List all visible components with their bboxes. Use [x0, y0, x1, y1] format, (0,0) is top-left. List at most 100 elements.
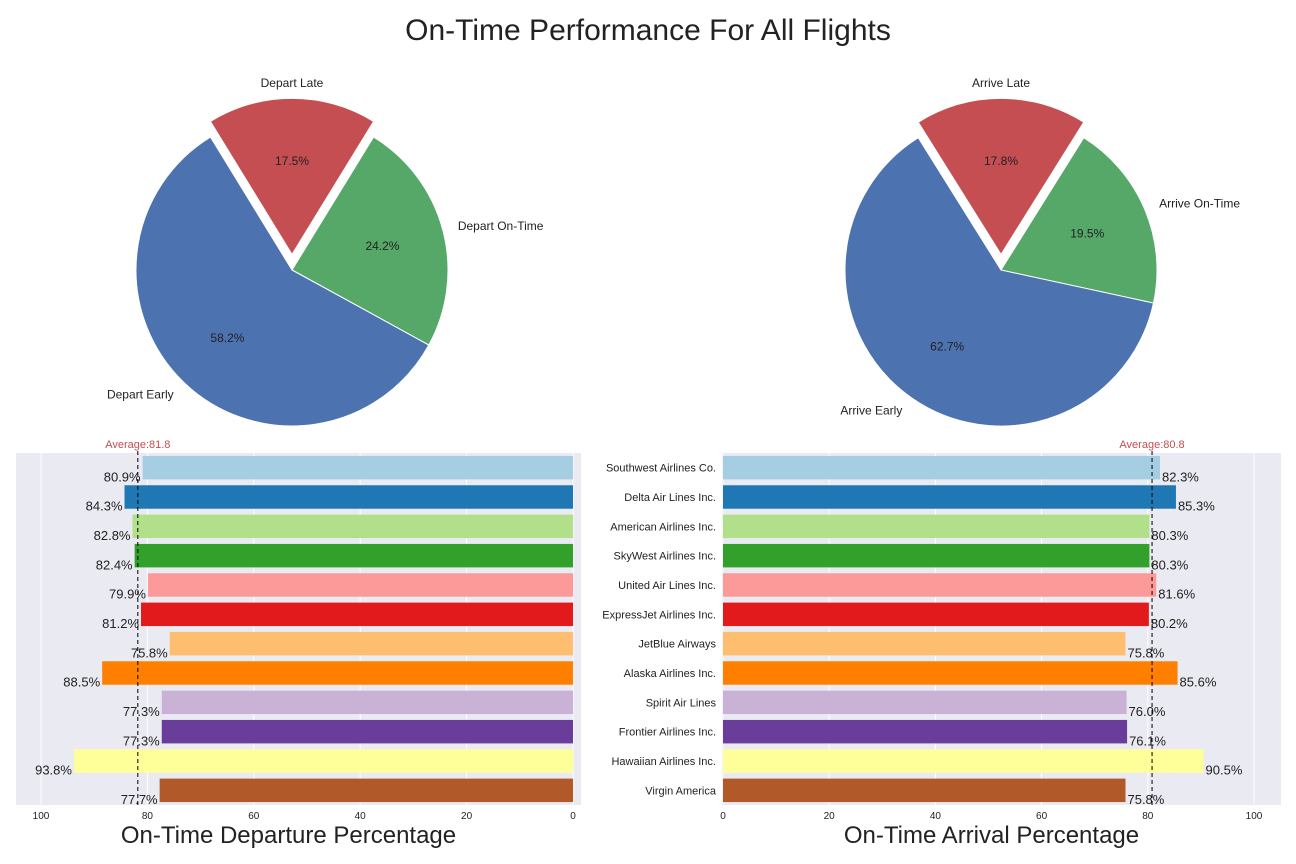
bar-value-label: 75.8%	[1127, 645, 1164, 660]
bar-value-label: 80.3%	[1151, 528, 1188, 543]
bar-value-label: 85.6%	[1180, 675, 1217, 690]
bar	[124, 485, 574, 509]
pie-slice	[917, 97, 1085, 256]
bar-value-label: 84.3%	[86, 499, 123, 514]
x-tick-label: 80	[142, 811, 154, 822]
bar-value-label: 93.8%	[35, 763, 72, 778]
x-tick-label: 20	[461, 811, 473, 822]
bar	[723, 778, 1126, 803]
category-label: SkyWest Airlines Inc.	[614, 551, 717, 563]
pie-pct-label: 58.2%	[210, 331, 244, 345]
bar	[723, 719, 1128, 744]
arrival-bars: 0 20 40 60 80 100 82.3% 85.3% 80.3% 80.3% 81.6% 80.…	[602, 439, 1281, 849]
pie-pct-label: 17.8%	[984, 154, 1018, 168]
bar-value-label: 82.4%	[96, 557, 133, 572]
x-axis-label: On-Time Arrival Percentage	[844, 822, 1139, 849]
x-axis-label: On-Time Departure Percentage	[121, 822, 456, 849]
bar-value-label: 80.3%	[1151, 557, 1188, 572]
bar	[723, 690, 1127, 715]
bar-value-label: 76.0%	[1129, 704, 1166, 719]
bar-value-label: 90.5%	[1206, 763, 1243, 778]
category-label: ExpressJet Airlines Inc.	[602, 609, 716, 621]
bar-value-label: 82.8%	[94, 528, 131, 543]
bar-value-label: 82.3%	[1162, 469, 1199, 484]
x-tick-label: 60	[1036, 811, 1048, 822]
category-label: Spirit Air Lines	[646, 697, 717, 709]
bar-value-label: 75.8%	[131, 645, 168, 660]
bar	[723, 455, 1161, 480]
bar-value-label: 76.1%	[1129, 733, 1166, 748]
pie-slice	[135, 136, 430, 427]
bar	[723, 543, 1150, 568]
departure-bars: 100 80 60 40 20 0 80.9% 84.3% 82.8% 82.4% 79.9% 81.…	[16, 439, 581, 849]
pie-slice-label: Depart Early	[107, 387, 174, 401]
bar-value-label: 75.8%	[1127, 792, 1164, 807]
pie-slice	[844, 137, 1155, 427]
bar	[161, 719, 573, 744]
pie-slice	[1000, 137, 1158, 304]
bar	[169, 631, 573, 656]
x-tick-label: 80	[1142, 811, 1154, 822]
average-label: Average:81.8	[105, 439, 170, 451]
x-tick-label: 0	[720, 811, 726, 822]
category-label: Alaska Airlines Inc.	[624, 668, 716, 680]
bar-value-label: 79.9%	[109, 587, 146, 602]
category-label: JetBlue Airways	[638, 639, 716, 651]
bar-value-label: 81.6%	[1158, 587, 1195, 602]
bar	[132, 514, 573, 539]
bar-value-label: 80.9%	[104, 469, 141, 484]
bar	[102, 661, 574, 685]
bar	[723, 485, 1176, 509]
average-label: Average:80.8	[1119, 439, 1184, 451]
x-tick-label: 60	[248, 811, 260, 822]
bar	[723, 749, 1204, 773]
pie-pct-label: 24.2%	[365, 239, 399, 253]
pie-slice	[209, 97, 375, 256]
pie-pct-label: 17.5%	[275, 154, 309, 168]
pie-slice-label: Arrive On-Time	[1159, 196, 1240, 210]
pie-pct-label: 19.5%	[1070, 227, 1104, 241]
category-label: Virgin America	[645, 785, 717, 797]
pie-slice	[291, 136, 449, 346]
pie-slice-label: Arrive Early	[840, 403, 902, 417]
bar-value-label: 77.3%	[123, 733, 160, 748]
bar	[142, 455, 573, 480]
bar	[723, 602, 1149, 627]
bar-value-label: 88.5%	[63, 675, 100, 690]
x-tick-label: 40	[930, 811, 942, 822]
category-label: Hawaiian Airlines Inc.	[611, 756, 716, 768]
category-label: United Air Lines Inc.	[618, 580, 716, 592]
bar	[159, 778, 574, 803]
chart-title: On-Time Performance For All Flights	[405, 14, 891, 47]
bar-value-label: 80.2%	[1151, 616, 1188, 631]
x-tick-label: 100	[1246, 811, 1263, 822]
bar-value-label: 85.3%	[1178, 499, 1215, 514]
bar-value-label: 77.3%	[123, 704, 160, 719]
category-label: Southwest Airlines Co.	[606, 463, 716, 475]
pie-slice-label: Depart Late	[261, 76, 324, 90]
x-tick-label: 20	[824, 811, 836, 822]
category-label: American Airlines Inc.	[610, 521, 716, 533]
bar	[73, 749, 573, 773]
bar-value-label: 81.2%	[102, 616, 139, 631]
pie-pct-label: 62.7%	[930, 340, 964, 354]
bar	[161, 690, 573, 715]
x-tick-label: 0	[570, 811, 576, 822]
bar	[723, 661, 1178, 685]
bar	[147, 573, 573, 597]
plot-area	[722, 453, 1281, 805]
pie-slice-label: Depart On-Time	[458, 219, 544, 233]
bar	[723, 573, 1157, 597]
x-tick-label: 40	[355, 811, 367, 822]
bar	[723, 631, 1126, 656]
bar	[134, 543, 573, 568]
category-label: Delta Air Lines Inc.	[624, 492, 716, 504]
plot-area	[16, 453, 581, 805]
category-label: Frontier Airlines Inc.	[619, 727, 716, 739]
bar-value-label: 77.7%	[121, 792, 158, 807]
depart-pie: 17.5% Depart Late 24.2% Depart On-Time 58.2%…	[107, 76, 544, 427]
bar	[723, 514, 1150, 539]
arrive-pie: 17.8% Arrive Late 19.5% Arrive On-Time 62.7%…	[840, 76, 1240, 427]
pie-slice-label: Arrive Late	[972, 76, 1030, 90]
